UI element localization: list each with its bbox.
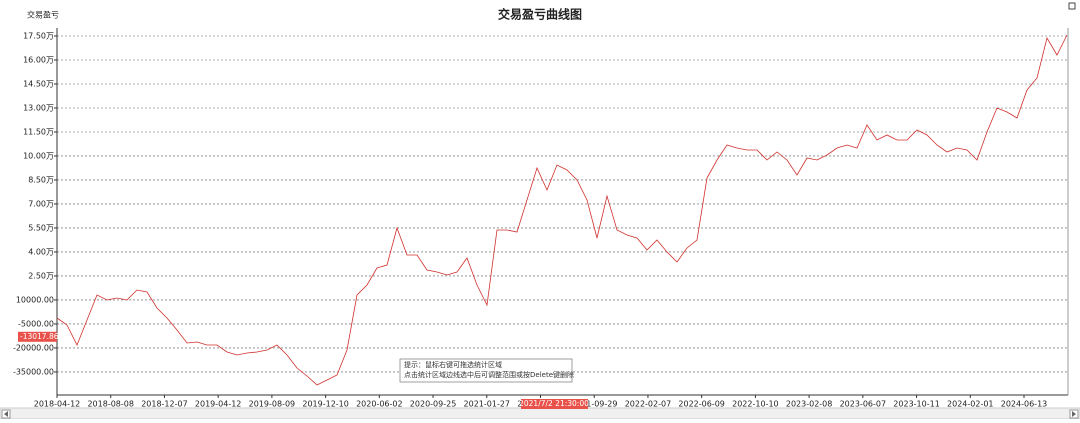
y-tick-label: 4.00万 (28, 247, 54, 256)
scroll-right-arrow (1072, 411, 1076, 417)
x-tick-label: 2024-06-13 (1001, 400, 1048, 409)
x-tick-label: 2020-06-02 (356, 400, 403, 409)
y-tick-label: 17.50万 (23, 31, 54, 40)
y-tick-label: 10.00万 (23, 151, 54, 160)
x-tick-label: 2022-10-10 (732, 400, 779, 409)
x-tick-label: 2020-09-25 (410, 400, 457, 409)
y-tick-label: 7.00万 (28, 199, 54, 208)
x-tick-label: 2019-12-10 (302, 400, 349, 409)
y-tick-label: 11.50万 (23, 127, 54, 136)
scroll-left-arrow (4, 411, 8, 417)
crosshair-x-label: 2021/7/2 21:30:00 (519, 399, 589, 408)
tooltip-text: 点击统计区域边线选中后可调整范围或按Delete键删除 (404, 370, 574, 379)
x-tick-label: 2023-10-11 (893, 400, 940, 409)
y-tick-label: 14.50万 (23, 79, 54, 88)
y-tick-label: -35000.00 (13, 367, 54, 376)
y-tick-label: 2.50万 (28, 271, 54, 280)
crosshair-x-box (521, 399, 588, 409)
crosshair-y-box (18, 331, 57, 342)
x-tick-label: 2021-01-27 (464, 400, 511, 409)
x-tick-label: 2023-02-08 (786, 400, 833, 409)
y-tick-label: -5000.00 (18, 319, 54, 328)
y-tick-label: 8.50万 (28, 175, 54, 184)
x-tick-label: 2019-04-12 (195, 400, 242, 409)
x-tick-label: 2019-08-09 (249, 400, 296, 409)
y-tick-label: 5.50万 (28, 223, 54, 232)
chart-title: 交易盈亏曲线图 (498, 7, 582, 22)
y-tick-label: 13.00万 (23, 103, 54, 112)
y-tick-label: -20000.00 (13, 343, 54, 352)
crosshair-y-label: -13017.86 (20, 332, 59, 341)
x-tick-label: 2023-06-07 (840, 400, 887, 409)
tooltip-text: 提示：鼠标右键可拖选统计区域 (404, 360, 502, 369)
x-tick-label: 2022-02-07 (625, 400, 672, 409)
x-tick-label: 2018-08-08 (87, 400, 134, 409)
pnl-line (56, 34, 1068, 386)
window-icon[interactable] (1068, 2, 1076, 10)
x-tick-label: 2022-06-09 (678, 400, 725, 409)
scrollbar[interactable] (0, 407, 1080, 420)
x-tick-label: 2021-09-29 (571, 400, 618, 409)
y-tick-label: 10000.00 (16, 295, 54, 304)
x-tick-label: 2018-12-07 (141, 400, 188, 409)
x-tick-label: 2018-04-12 (34, 400, 81, 409)
x-tick-label: 2024-02-01 (947, 400, 994, 409)
y-tick-label: 16.00万 (23, 55, 54, 64)
y-axis-title: 交易盈亏 (27, 10, 59, 20)
tooltip-box (399, 358, 573, 383)
